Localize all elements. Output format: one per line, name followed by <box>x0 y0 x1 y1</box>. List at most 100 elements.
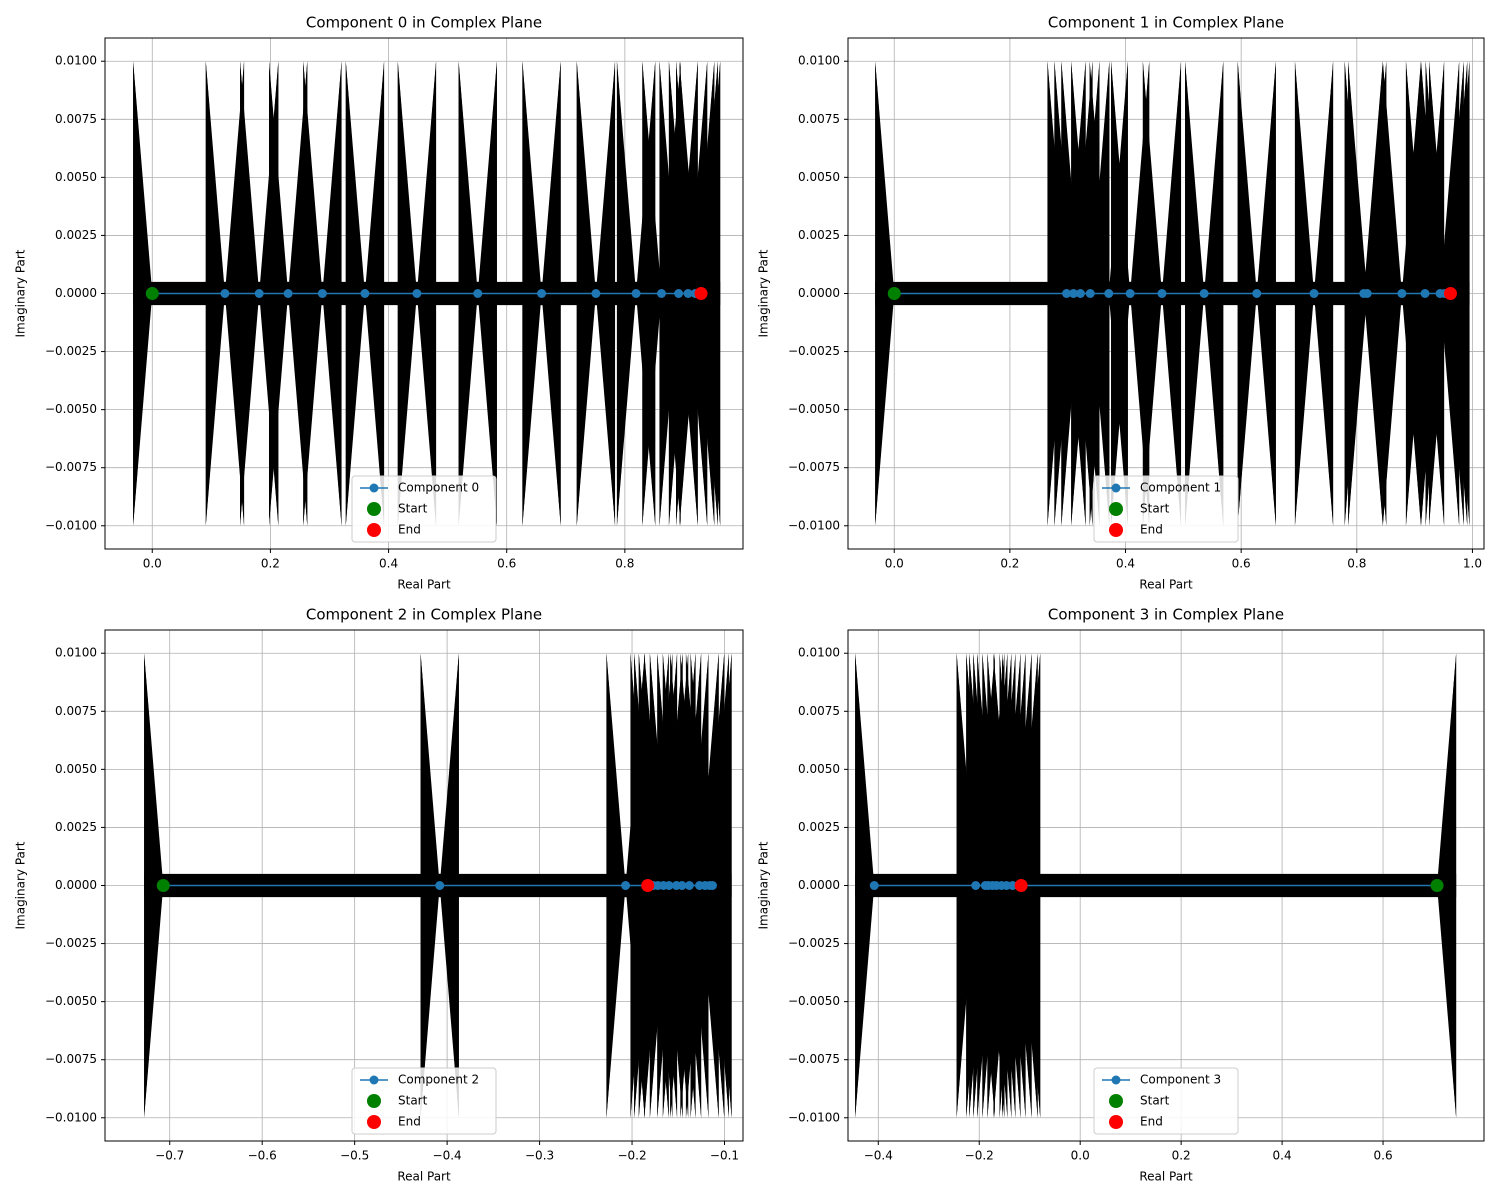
x-axis: −0.7 −0.6 −0.5 −0.4 −0.3 −0.2 −0.1 <box>155 1141 739 1163</box>
legend-box <box>1093 475 1239 543</box>
data-point <box>674 289 684 298</box>
legend-label: End <box>1140 1115 1163 1129</box>
y-tick-label: 0.0000 <box>798 878 840 892</box>
y-tick-label: 0.0075 <box>55 704 97 718</box>
data-point <box>631 289 641 298</box>
data-point <box>664 881 674 890</box>
y-tick-label: 0.0025 <box>55 228 97 242</box>
start-marker <box>145 287 159 300</box>
data-point <box>254 289 264 298</box>
data-point <box>1075 289 1085 298</box>
y-axis-label: Imaginary Part <box>14 249 28 337</box>
x-tick-label: −0.1 <box>710 1149 739 1163</box>
arrow-head <box>714 653 732 1118</box>
y-tick-label: 0.0025 <box>798 228 840 242</box>
legend-dot-swatch <box>1109 1094 1123 1108</box>
y-tick-label: 0.0025 <box>798 820 840 834</box>
legend-box <box>351 1067 497 1135</box>
data-point <box>869 881 879 890</box>
legend-dot-swatch <box>367 523 381 537</box>
y-tick-label: 0.0000 <box>798 286 840 300</box>
legend-label: End <box>398 523 421 537</box>
chart-title: Component 0 in Complex Plane <box>306 14 542 32</box>
y-tick-label: 0.0050 <box>55 762 97 776</box>
y-tick-label: 0.0000 <box>55 878 97 892</box>
x-tick-label: 0.6 <box>1232 557 1251 571</box>
x-axis-label: Real Part <box>397 578 451 592</box>
y-tick-label: −0.0025 <box>45 344 97 358</box>
data-point <box>412 289 422 298</box>
x-tick-label: −0.2 <box>965 1149 994 1163</box>
data-point <box>435 881 445 890</box>
y-tick-label: −0.0075 <box>788 460 840 474</box>
data-point <box>473 289 483 298</box>
y-axis-label: Imaginary Part <box>757 249 771 337</box>
x-axis-label: Real Part <box>1139 578 1193 592</box>
end-marker <box>641 879 655 892</box>
y-tick-label: −0.0025 <box>788 936 840 950</box>
y-tick-label: 0.0075 <box>55 112 97 126</box>
legend: Component 2 Start End <box>351 1067 497 1135</box>
data-point <box>1309 289 1319 298</box>
data-point <box>1104 289 1114 298</box>
y-tick-label: 0.0100 <box>55 54 97 68</box>
legend-dot-swatch <box>367 502 381 516</box>
x-tick-label: 0.2 <box>1000 557 1019 571</box>
y-axis-label: Imaginary Part <box>14 841 28 929</box>
legend-label: Component 3 <box>1140 1073 1221 1087</box>
data-point <box>220 289 230 298</box>
data-point <box>621 881 631 890</box>
legend-dot-swatch <box>1109 523 1123 537</box>
arrow-head <box>144 653 162 1118</box>
legend-marker-swatch <box>1111 483 1121 493</box>
y-tick-label: 0.0075 <box>798 112 840 126</box>
chart-title: Component 3 in Complex Plane <box>1048 606 1284 624</box>
y-tick-label: 0.0050 <box>55 170 97 184</box>
x-tick-label: −0.6 <box>248 1149 277 1163</box>
chart-title: Component 2 in Complex Plane <box>306 606 542 624</box>
data-point <box>1085 289 1095 298</box>
legend-label: Start <box>398 1094 428 1108</box>
data-point <box>1362 289 1372 298</box>
subplot-0: 0.0 0.2 0.4 0.6 0.80.01000.00750.00500.00250… <box>14 14 744 592</box>
data-point <box>971 881 981 890</box>
subplot-3: −0.4 −0.2 0.0 0.2 0.4 0.60.01000.00750.00500.… <box>757 606 1485 1184</box>
legend-box <box>1093 1067 1239 1135</box>
x-tick-label: 0.2 <box>1172 1149 1191 1163</box>
data-point <box>707 881 717 890</box>
x-tick-label: 0.4 <box>1116 557 1135 571</box>
y-tick-label: −0.0050 <box>788 994 840 1008</box>
y-tick-label: 0.0050 <box>798 170 840 184</box>
start-marker <box>156 879 170 892</box>
y-tick-label: −0.0075 <box>45 1052 97 1066</box>
x-tick-label: −0.7 <box>155 1149 184 1163</box>
data-point <box>360 289 370 298</box>
y-axis: 0.0100 0.0075 0.0050 0.0025 0.0000 −0.0025 −0.… <box>788 54 848 532</box>
y-tick-label: −0.0075 <box>45 460 97 474</box>
data-point <box>656 289 666 298</box>
legend-label: Start <box>1140 502 1170 516</box>
x-tick-label: −0.5 <box>340 1149 369 1163</box>
end-marker <box>1443 287 1457 300</box>
chart-title: Component 1 in Complex Plane <box>1048 14 1284 32</box>
y-tick-label: 0.0050 <box>798 762 840 776</box>
data-point <box>537 289 547 298</box>
x-axis: 0.0 0.2 0.4 0.6 0.8 1.0 <box>885 549 1482 571</box>
start-marker <box>1430 879 1444 892</box>
y-axis-label: Imaginary Part <box>757 841 771 929</box>
y-axis: 0.0100 0.0075 0.0050 0.0025 0.0000 −0.0025 −0.… <box>45 646 105 1124</box>
y-tick-label: −0.0075 <box>788 1052 840 1066</box>
arrow-head <box>875 61 893 526</box>
x-tick-label: −0.2 <box>617 1149 646 1163</box>
y-tick-label: −0.0025 <box>45 936 97 950</box>
x-tick-label: 0.2 <box>261 557 280 571</box>
arrow-head <box>133 61 151 526</box>
y-tick-label: 0.0000 <box>55 286 97 300</box>
x-axis-label: Real Part <box>397 1170 451 1184</box>
y-tick-label: −0.0050 <box>45 994 97 1008</box>
data-point <box>1125 289 1135 298</box>
legend-label: Component 1 <box>1140 481 1221 495</box>
x-tick-label: 0.0 <box>1071 1149 1090 1163</box>
data-point <box>1252 289 1262 298</box>
data-point <box>1068 289 1078 298</box>
